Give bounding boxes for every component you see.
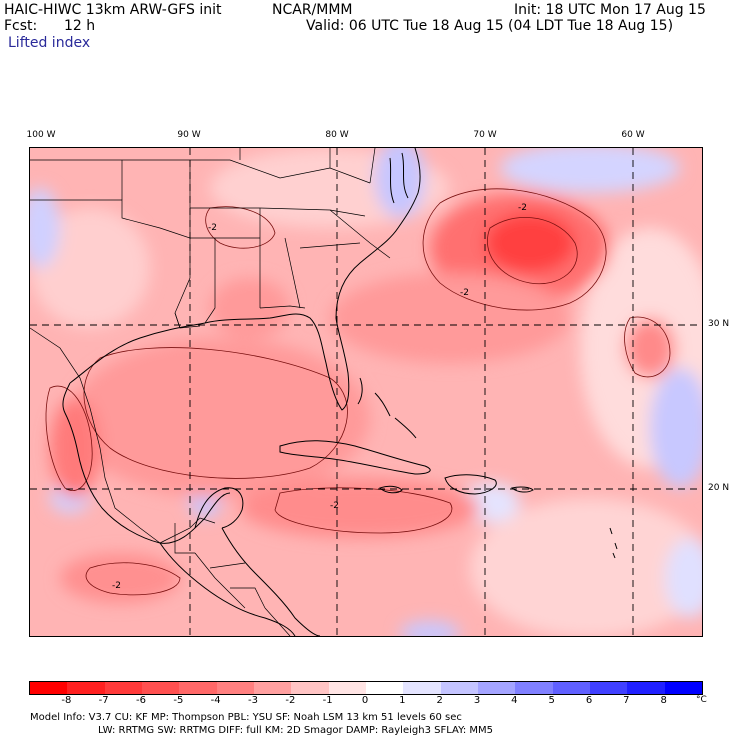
coastlines bbox=[62, 148, 618, 636]
colorbar-cell bbox=[440, 682, 478, 694]
colorbar-cell bbox=[552, 682, 590, 694]
colorbar-cell bbox=[30, 682, 68, 694]
field-name: Lifted index bbox=[8, 35, 91, 51]
colorbar-tick-label: -7 bbox=[98, 695, 109, 706]
colorbar-cell bbox=[515, 682, 553, 694]
colorbar-tick-label: -4 bbox=[210, 695, 221, 706]
colorbar-unit: °C bbox=[696, 695, 707, 705]
colorbar-tick-label: 5 bbox=[548, 695, 555, 706]
colorbar-cell bbox=[141, 682, 180, 694]
agency-label: NCAR/MMM bbox=[272, 2, 353, 18]
lat-label-20n: 20 N bbox=[708, 483, 730, 493]
colorbar-tick-label: -2 bbox=[285, 695, 296, 706]
colorbar-tick-label: 7 bbox=[623, 695, 630, 706]
model-title: HAIC-HIWC 13km ARW-GFS init bbox=[4, 2, 222, 18]
lat-label-30n: 30 N bbox=[708, 319, 730, 329]
lon-label-70w: 70 W bbox=[473, 130, 497, 140]
field-shading bbox=[30, 148, 702, 636]
colorbar-cell bbox=[216, 682, 254, 694]
colorbar-cell bbox=[253, 682, 292, 694]
colorbar-tick-label: -5 bbox=[173, 695, 184, 706]
lon-label-60w: 60 W bbox=[621, 130, 645, 140]
colorbar-cell bbox=[104, 682, 142, 694]
colorbar-tick-label: 1 bbox=[399, 695, 406, 706]
forecast-label: Fcst: bbox=[4, 18, 38, 34]
contour-label: -2 bbox=[330, 501, 339, 511]
colorbar-cell bbox=[403, 682, 441, 694]
contour-label: -2 bbox=[112, 581, 121, 591]
model-info-line2: LW: RRTMG SW: RRTMG DIFF: full KM: 2D Sm… bbox=[98, 725, 494, 736]
political-boundaries bbox=[30, 148, 391, 636]
colorbar-cell bbox=[291, 682, 329, 694]
lon-label-100w: 100 W bbox=[26, 130, 56, 140]
colorbar-cell bbox=[477, 682, 516, 694]
forecast-hour: 12 h bbox=[64, 18, 96, 34]
valid-time: Valid: 06 UTC Tue 18 Aug 15 (04 LDT Tue … bbox=[306, 18, 674, 34]
lifted-index-map: -2 -2 -2 -2 -2 bbox=[29, 147, 703, 637]
colorbar-cell bbox=[328, 682, 366, 694]
contour-lines bbox=[45, 188, 671, 596]
contour-label: -2 bbox=[208, 223, 217, 233]
colorbar-tick-label: 4 bbox=[511, 695, 518, 706]
latlon-grid bbox=[30, 148, 702, 636]
colorbar-cell bbox=[365, 682, 404, 694]
lon-label-90w: 90 W bbox=[177, 130, 201, 140]
colorbar-cell bbox=[627, 682, 665, 694]
colorbar-tick-label: 2 bbox=[436, 695, 443, 706]
init-time: Init: 18 UTC Mon 17 Aug 15 bbox=[514, 2, 706, 18]
model-info-line1: Model Info: V3.7 CU: KF MP: Thompson PBL… bbox=[30, 712, 462, 723]
colorbar-tick-label: 8 bbox=[660, 695, 667, 706]
colorbar-tick-label: -6 bbox=[136, 695, 146, 706]
colorbar-tick-label: -8 bbox=[61, 695, 72, 706]
colorbar-tick-label: -3 bbox=[248, 695, 258, 706]
colorbar-cell bbox=[67, 682, 105, 694]
lon-label-80w: 80 W bbox=[325, 130, 349, 140]
colorbar-cell bbox=[179, 682, 217, 694]
colorbar-tick-label: 6 bbox=[585, 695, 593, 706]
colorbar bbox=[29, 681, 703, 695]
contour-label: -2 bbox=[518, 203, 527, 213]
colorbar-tick-label: 3 bbox=[473, 695, 481, 706]
colorbar-tick-label: -1 bbox=[322, 695, 333, 706]
contour-label: -2 bbox=[460, 288, 469, 298]
colorbar-cell bbox=[589, 682, 628, 694]
colorbar-cell bbox=[664, 682, 702, 694]
colorbar-tick-label: 0 bbox=[361, 695, 369, 706]
